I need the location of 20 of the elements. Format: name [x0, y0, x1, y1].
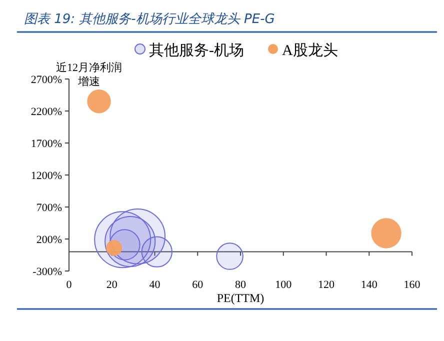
x-tick-label: 120	[318, 279, 335, 291]
legend-label: A股龙头	[282, 42, 338, 59]
x-axis-title: PE(TTM)	[216, 291, 264, 305]
x-tick-label: 80	[235, 279, 246, 291]
x-tick-label: 160	[404, 279, 421, 291]
y-tick-label: 2200%	[30, 106, 62, 118]
x-tick-label: 140	[360, 279, 378, 291]
y-tick-label: -300%	[32, 266, 62, 278]
y-tick-label: 2700%	[30, 74, 62, 86]
y-tick-label: 200%	[36, 234, 62, 246]
x-tick-label: 100	[275, 279, 292, 291]
x-tick-label: 20	[106, 279, 118, 291]
legend-label: 其他服务-机场	[149, 42, 244, 59]
x-tick-label: 60	[192, 279, 204, 291]
y-tick-label: 1700%	[30, 138, 62, 150]
x-tick-label: 40	[149, 279, 161, 291]
chart-title: 图表 19: 其他服务-机场行业全球龙头 PE-G	[24, 12, 275, 27]
y-tick-label: 1200%	[30, 170, 62, 182]
y-tick-label: 700%	[36, 202, 62, 214]
x-tick-label: 0	[66, 279, 72, 291]
